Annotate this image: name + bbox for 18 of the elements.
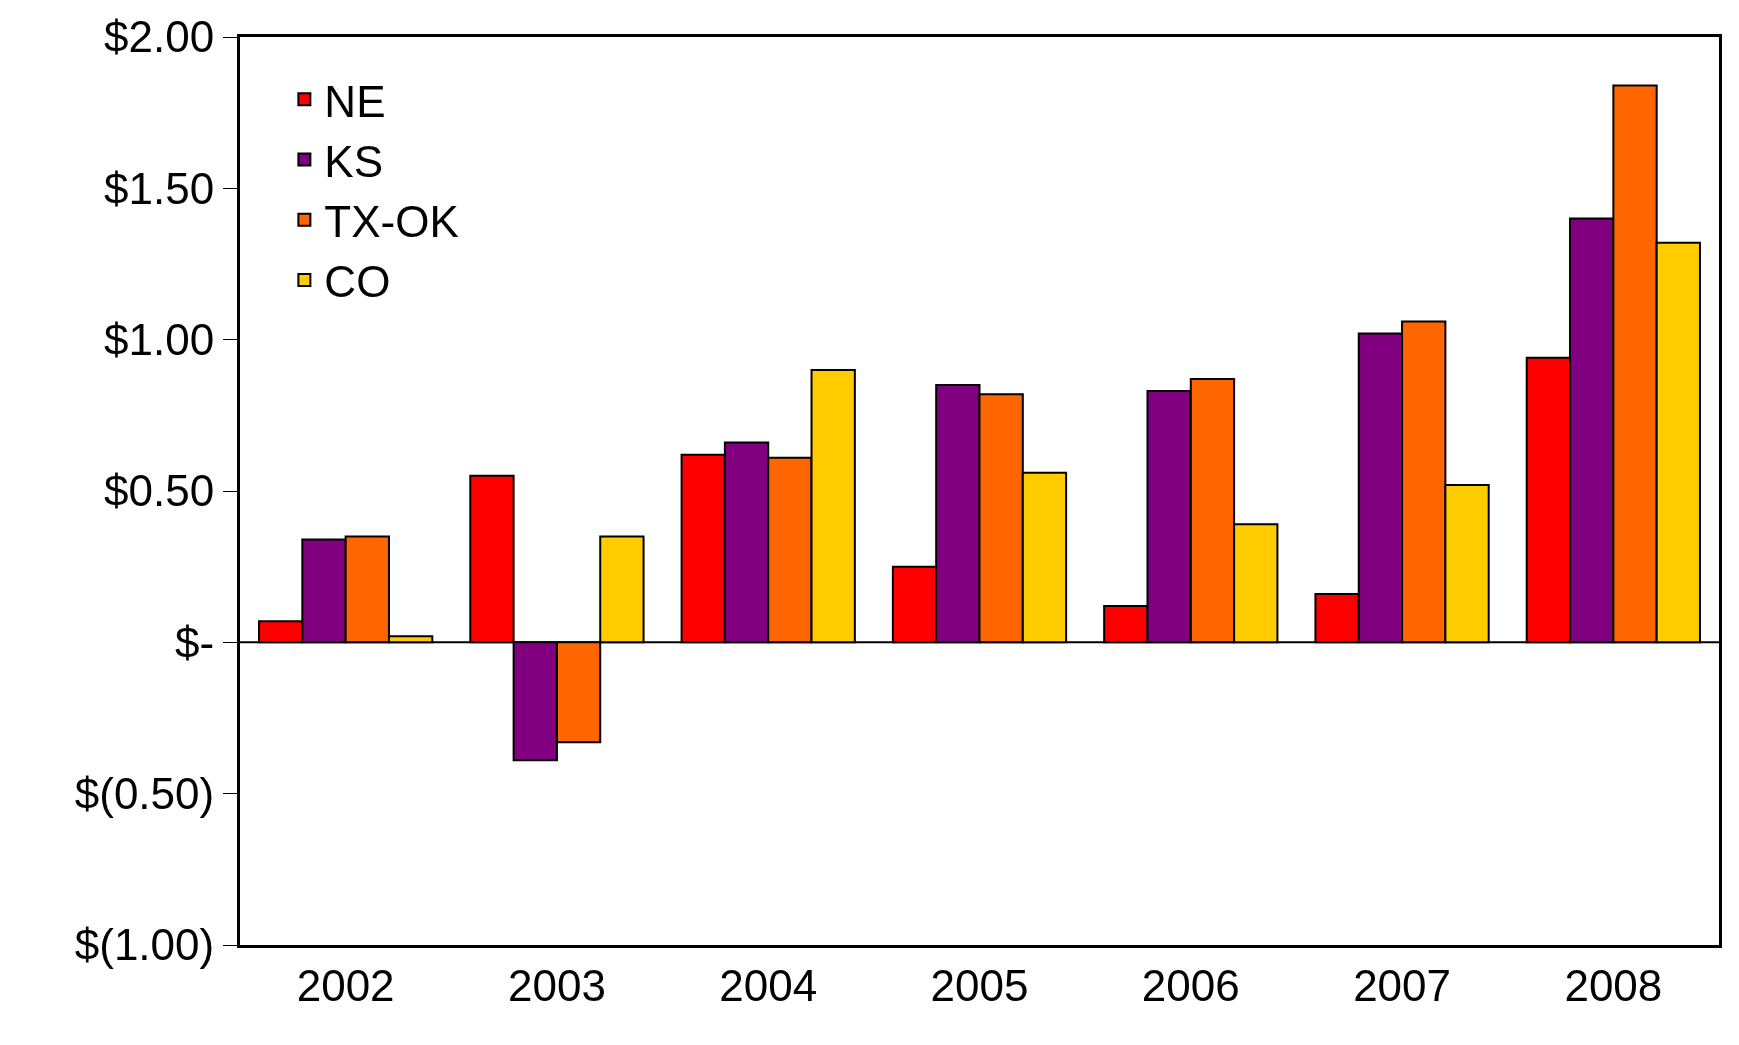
y-tick-label: $1.50 — [104, 163, 215, 213]
legend-label: KS — [324, 136, 384, 186]
x-tick-label: 2007 — [1353, 960, 1452, 1010]
x-tick-label: 2008 — [1564, 960, 1663, 1010]
y-tick-label: $- — [175, 617, 215, 667]
x-tick-label: 2004 — [719, 960, 818, 1010]
y-tick-label: $0.50 — [104, 466, 215, 516]
y-tick-label: $2.00 — [104, 12, 215, 62]
legend-label: NE — [324, 76, 386, 126]
legend-label: TX-OK — [324, 196, 459, 246]
x-tick-label: 2003 — [507, 960, 606, 1010]
x-tick-label: 2006 — [1141, 960, 1240, 1010]
x-tick-label: 2005 — [930, 960, 1029, 1010]
y-tick-label: $(0.50) — [74, 769, 215, 819]
legend-label: CO — [324, 257, 391, 307]
x-tick-label: 2002 — [296, 960, 395, 1010]
y-tick-label: $(1.00) — [74, 920, 215, 970]
y-tick-label: $1.00 — [104, 315, 215, 365]
